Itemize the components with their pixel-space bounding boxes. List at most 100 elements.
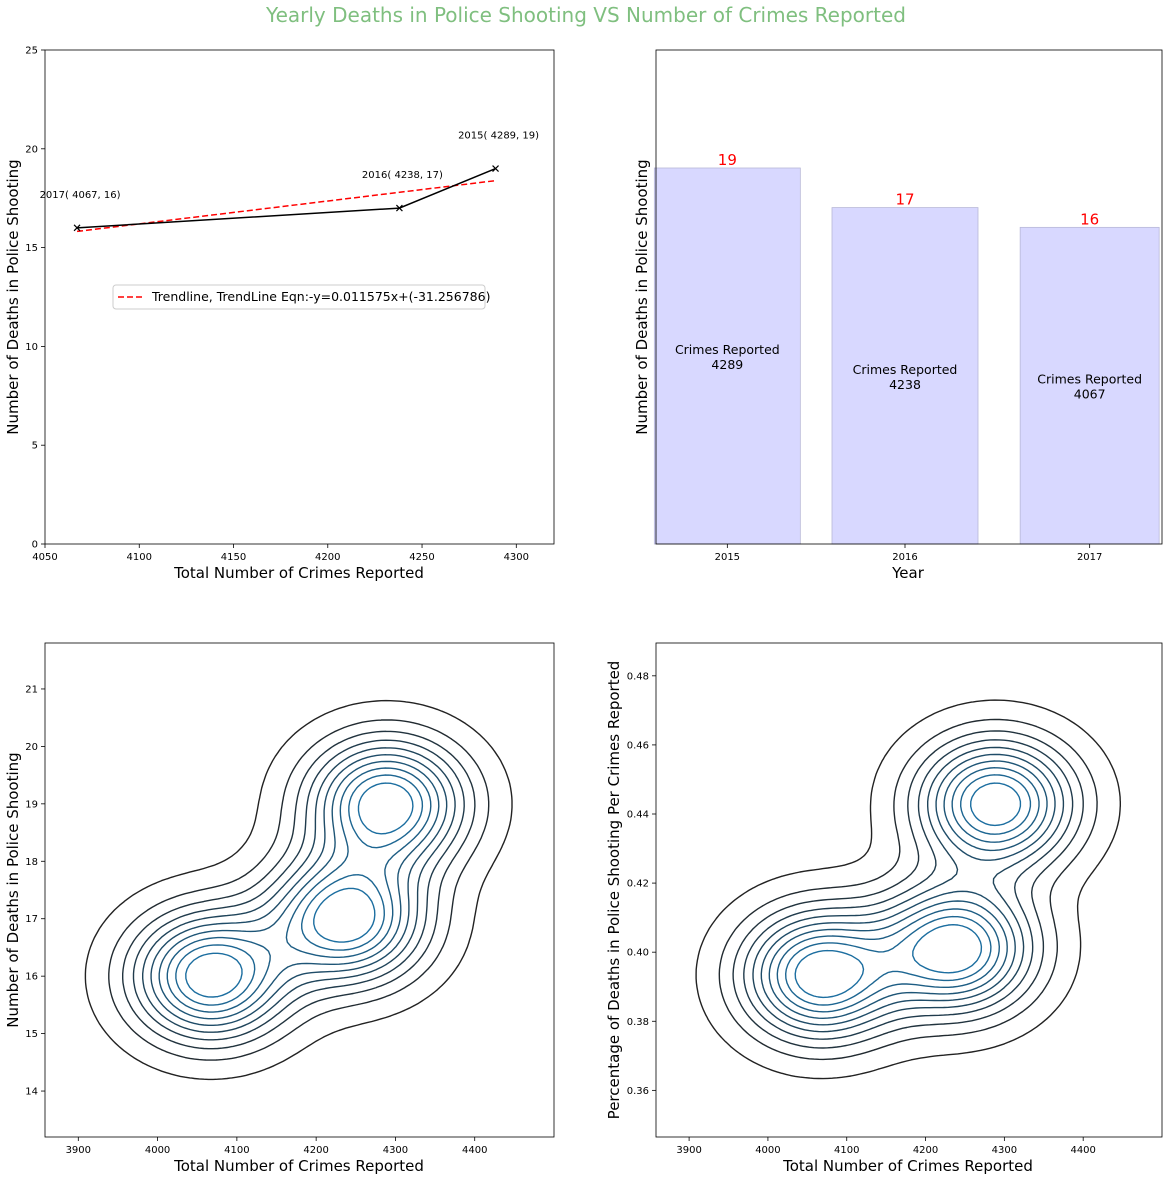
x-tick-label: 4150	[221, 552, 246, 563]
bar-value-label: 19	[718, 151, 737, 169]
y-tick-label: 20	[25, 742, 38, 753]
y-tick-label: 20	[25, 144, 38, 155]
y-tick-label: 25	[25, 46, 38, 57]
kde-contour-level	[108, 719, 490, 1061]
y-tick-label: 0.44	[627, 810, 649, 821]
y-tick-label: 17	[25, 914, 38, 925]
bar-label-line2: 4289	[711, 357, 743, 372]
x-tick-label: 3900	[676, 1145, 701, 1156]
kde-contour-level	[718, 718, 1098, 1061]
x-tick-label: 4100	[834, 1145, 859, 1156]
kde-contour-level	[794, 782, 1022, 999]
line-chart-xlabel: Total Number of Crimes Reported	[173, 564, 424, 582]
y-tick-label: 15	[25, 243, 38, 254]
kde-contour-level	[158, 760, 440, 1020]
y-tick-label: 0.42	[627, 879, 649, 890]
y-tick-label: 0.36	[627, 1086, 649, 1097]
bar-label-line2: 4067	[1074, 387, 1106, 402]
x-tick-label: 4250	[409, 552, 434, 563]
y-tick-label: 5	[32, 441, 38, 452]
point-annotation: 2016( 4238, 17)	[362, 170, 443, 181]
kde-contour-level	[743, 739, 1074, 1040]
kde-contour-level	[776, 767, 1040, 1013]
bar-value-label: 17	[895, 191, 914, 209]
trendline	[76, 179, 496, 233]
kde-deaths-frame	[44, 642, 555, 1138]
y-tick-label: 15	[25, 1029, 38, 1040]
kde-deaths-panel: 3900 4000 4100 4200 4300 4400 14 15 16 17 18 19 20 21…	[4, 642, 555, 1175]
x-tick-label: 2015	[715, 552, 740, 563]
data-point-marker	[73, 224, 81, 232]
y-tick-label: 0	[32, 540, 38, 551]
kde-percentage-panel: 3900 4000 4100 4200 4300 4400 0.36 0.38 0.40 0.42…	[605, 642, 1163, 1175]
bar-label-line2: 4238	[889, 377, 921, 392]
kde-contour-level	[132, 739, 465, 1041]
x-tick-label: 2017	[1077, 552, 1102, 563]
x-tick-label: 3900	[66, 1145, 91, 1156]
line-chart-ylabel: Number of Deaths in Police Shooting	[4, 159, 22, 434]
kde-contour-level	[185, 782, 414, 998]
y-tick-label: 10	[25, 342, 38, 353]
x-tick-label: 4300	[383, 1145, 408, 1156]
kde-contour-level	[760, 753, 1056, 1026]
line-chart-marks: 4050 4100 4150 4200 4250 4300 0 5 10 15 20 25 2017( …	[25, 46, 539, 564]
kde-contour-level	[142, 747, 456, 1033]
legend-trendline-label: Trendline, TrendLine Eqn:-y=0.011575x+(-…	[151, 289, 490, 304]
line-chart-legend: Trendline, TrendLine Eqn:-y=0.011575x+(-…	[112, 284, 490, 310]
x-tick-label: 4300	[504, 552, 529, 563]
x-tick-label: 4400	[462, 1145, 487, 1156]
kde-deaths-xlabel: Total Number of Crimes Reported	[173, 1157, 424, 1175]
line-chart-panel: 4050 4100 4150 4200 4250 4300 0 5 10 15 20 25 2017( …	[4, 46, 555, 582]
y-tick-label: 14	[25, 1087, 38, 1098]
kde-contour-level	[175, 774, 424, 1006]
kde-contour-level	[166, 767, 432, 1013]
kde-contour-level	[785, 774, 1032, 1006]
kde-contour-level	[122, 730, 476, 1050]
x-tick-label: 4400	[1070, 1145, 1095, 1156]
bar-label-line1: Crimes Reported	[675, 342, 780, 357]
x-tick-label: 4100	[127, 552, 152, 563]
x-tick-label: 4100	[224, 1145, 249, 1156]
bar-label-line1: Crimes Reported	[1037, 372, 1142, 387]
data-point-marker	[395, 204, 403, 212]
y-tick-label: 0.38	[627, 1017, 649, 1028]
bar	[653, 167, 801, 545]
x-tick-label: 4300	[992, 1145, 1017, 1156]
y-tick-label: 0.40	[627, 948, 649, 959]
kde-contour-level	[752, 746, 1065, 1033]
x-tick-label: 4200	[913, 1145, 938, 1156]
kde-contour-level	[150, 754, 448, 1026]
bar-chart-frame	[655, 49, 1163, 545]
kde-contour-level	[695, 699, 1121, 1080]
data-point-marker	[492, 165, 499, 172]
y-tick-label: 16	[25, 972, 38, 983]
kde-percentage-frame	[655, 642, 1163, 1138]
x-tick-label: 4200	[303, 1145, 328, 1156]
kde-percentage-marks: 3900 4000 4100 4200 4300 4400 0.36 0.38 0.40 0.42…	[627, 671, 1121, 1156]
kde-deaths-ylabel: Number of Deaths in Police Shooting	[4, 752, 22, 1027]
y-tick-label: 0.46	[627, 740, 649, 751]
y-tick-label: 19	[25, 799, 38, 810]
legend-box	[112, 284, 486, 310]
kde-deaths-marks: 3900 4000 4100 4200 4300 4400 14 15 16 17 18 19 20 21	[25, 684, 513, 1156]
point-annotation: 2015( 4289, 19)	[458, 131, 539, 142]
bar-chart-ylabel: Number of Deaths in Police Shooting	[633, 159, 651, 434]
bar	[831, 207, 979, 545]
y-tick-label: 21	[25, 684, 38, 695]
kde-contour-level	[84, 699, 513, 1081]
x-tick-label: 4000	[145, 1145, 170, 1156]
y-tick-label: 18	[25, 857, 38, 868]
x-tick-label: 4000	[755, 1145, 780, 1156]
x-tick-label: 4050	[32, 552, 57, 563]
bar-label-line1: Crimes Reported	[853, 362, 958, 377]
figure-title: Yearly Deaths in Police Shooting VS Numb…	[265, 3, 906, 27]
bar-chart-xlabel: Year	[891, 564, 925, 582]
kde-percentage-ylabel: Percentage of Deaths in Police Shooting …	[605, 661, 623, 1120]
point-annotation: 2017( 4067, 16)	[40, 190, 121, 201]
x-tick-label: 4200	[315, 552, 340, 563]
bar-value-label: 16	[1080, 210, 1099, 228]
x-tick-label: 2016	[892, 552, 917, 563]
